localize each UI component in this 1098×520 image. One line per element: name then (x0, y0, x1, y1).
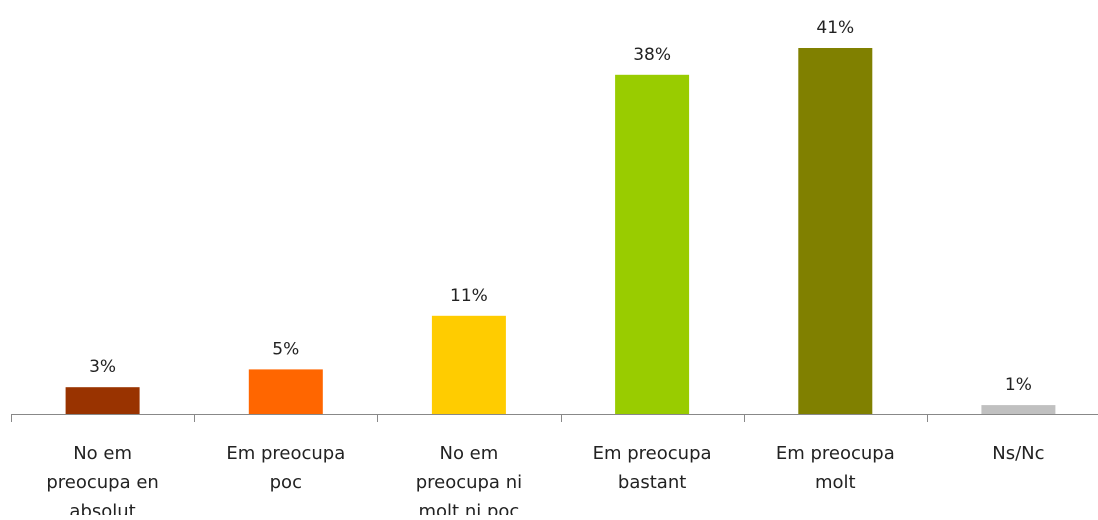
bar (431, 315, 506, 414)
data-label: 3% (89, 357, 116, 377)
bar (248, 369, 323, 414)
x-tick-label: molt (815, 472, 856, 493)
x-tick-label: molt ni poc (419, 501, 520, 515)
x-tick-label: preocupa en (46, 472, 158, 493)
x-tick-label: Em preocupa (776, 443, 895, 464)
x-tick-label: Em preocupa (226, 443, 345, 464)
x-tick-label: poc (270, 472, 302, 493)
x-tick-label: preocupa ni (416, 472, 522, 493)
x-tick-label: Ns/Nc (992, 443, 1044, 464)
bars-layer (65, 48, 1056, 415)
data-label: 1% (1005, 375, 1032, 395)
data-label: 11% (450, 286, 488, 306)
bar (65, 387, 140, 414)
x-tick-label: Em preocupa (593, 443, 712, 464)
data-label: 5% (272, 339, 299, 359)
x-tick-label: bastant (618, 472, 686, 493)
x-axis (11, 414, 1098, 422)
labels-layer: 3% No em preocupa en absolut 5% Em preocupa po… (46, 18, 1044, 520)
x-tick-label: No em (439, 443, 498, 464)
data-label: 41% (816, 18, 854, 38)
bar (981, 405, 1056, 414)
bar (798, 48, 873, 414)
bar (615, 74, 690, 415)
x-tick-label: No em (73, 443, 132, 464)
x-tick-label: absolut (69, 501, 135, 515)
data-label: 38% (633, 45, 671, 65)
